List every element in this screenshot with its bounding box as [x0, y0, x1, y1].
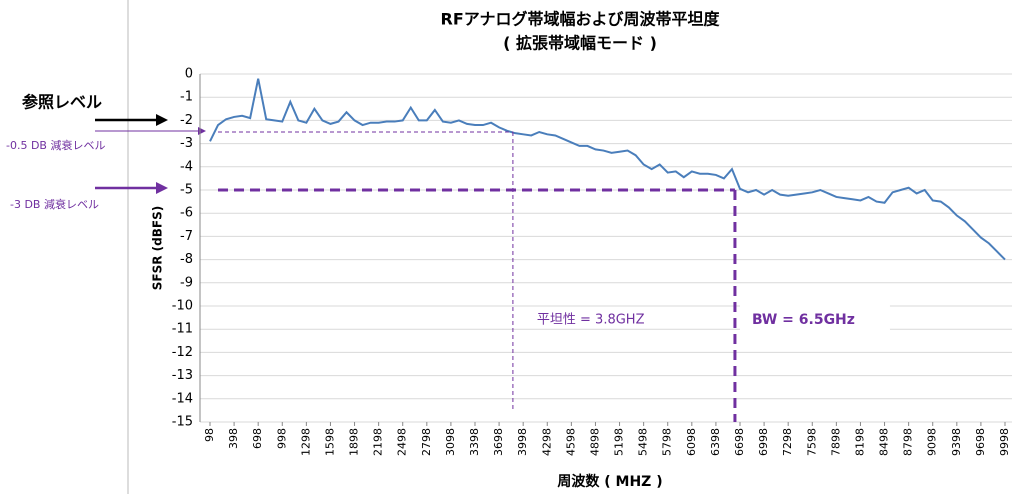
x-tick-label: 9998 — [998, 428, 1011, 456]
x-tick-label: 1598 — [323, 428, 336, 456]
y-tick-label: -4 — [180, 159, 193, 174]
arrowhead — [198, 127, 206, 135]
side-label: -3 DB 減衰レベル — [10, 197, 99, 211]
y-tick-label: -9 — [180, 275, 193, 290]
y-tick-label: -11 — [172, 322, 193, 337]
x-tick-label: 1898 — [348, 428, 361, 456]
arrowhead — [156, 182, 168, 194]
y-tick-label: -14 — [172, 391, 193, 406]
x-tick-label: 8498 — [878, 428, 891, 456]
y-axis-label: SFSR (dBFS) — [151, 206, 165, 290]
y-tick-label: -8 — [180, 252, 193, 267]
x-tick-label: 2798 — [420, 428, 433, 456]
y-tick-label: -3 — [180, 136, 193, 151]
x-tick-label: 9698 — [974, 428, 987, 456]
x-tick-label: 6698 — [733, 428, 746, 456]
y-tick-label: -1 — [180, 90, 193, 105]
arrowhead — [156, 114, 168, 126]
x-tick-label: 7898 — [829, 428, 842, 456]
y-tick-label: -15 — [172, 415, 193, 430]
x-tick-label: 3998 — [516, 428, 529, 456]
y-tick-label: -2 — [180, 113, 193, 128]
side-label: -0.5 DB 減衰レベル — [6, 138, 105, 152]
y-tick-label: -13 — [172, 368, 193, 383]
x-tick-label: 5198 — [613, 428, 626, 456]
reference-label: 平坦性 = 3.8GHZ — [537, 313, 645, 328]
x-tick-label: 698 — [251, 428, 264, 449]
x-tick-label: 7598 — [805, 428, 818, 456]
reference-label: BW = 6.5GHz — [752, 312, 855, 328]
x-tick-label: 5498 — [637, 428, 650, 456]
x-tick-label: 8798 — [902, 428, 915, 456]
x-axis-label: 周波数 ( MHZ ) — [557, 473, 662, 490]
y-tick-label: -7 — [180, 229, 193, 244]
x-tick-label: 6098 — [685, 428, 698, 456]
x-tick-label: 8198 — [853, 428, 866, 456]
x-tick-label: 3098 — [444, 428, 457, 456]
chart-subtitle: ( 拡張帯域幅モード ) — [503, 34, 657, 53]
x-tick-label: 1298 — [299, 428, 312, 456]
x-tick-label: 2498 — [396, 428, 409, 456]
x-tick-label: 2198 — [372, 428, 385, 456]
x-tick-label: 3398 — [468, 428, 481, 456]
x-tick-label: 4298 — [540, 428, 553, 456]
x-tick-label: 98 — [203, 428, 216, 442]
x-tick-label: 5798 — [661, 428, 674, 456]
x-tick-label: 9098 — [926, 428, 939, 456]
label-box — [739, 305, 890, 335]
x-tick-label: 3698 — [492, 428, 505, 456]
y-tick-label: -6 — [180, 206, 193, 221]
x-tick-label: 6998 — [757, 428, 770, 456]
side-label: 参照レベル — [22, 93, 102, 112]
x-tick-label: 398 — [227, 428, 240, 449]
chart-title: RFアナログ帯域幅および周波帯平坦度 — [441, 10, 721, 29]
x-tick-label: 9398 — [950, 428, 963, 456]
y-tick-label: -12 — [172, 345, 193, 360]
x-tick-label: 4898 — [588, 428, 601, 456]
x-tick-label: 6398 — [709, 428, 722, 456]
x-tick-label: 4598 — [564, 428, 577, 456]
x-tick-label: 7298 — [781, 428, 794, 456]
y-tick-label: -10 — [172, 299, 193, 314]
y-tick-label: -5 — [180, 183, 193, 198]
line — [209, 78, 1006, 261]
x-tick-label: 998 — [275, 428, 288, 449]
y-tick-label: 0 — [185, 67, 193, 82]
